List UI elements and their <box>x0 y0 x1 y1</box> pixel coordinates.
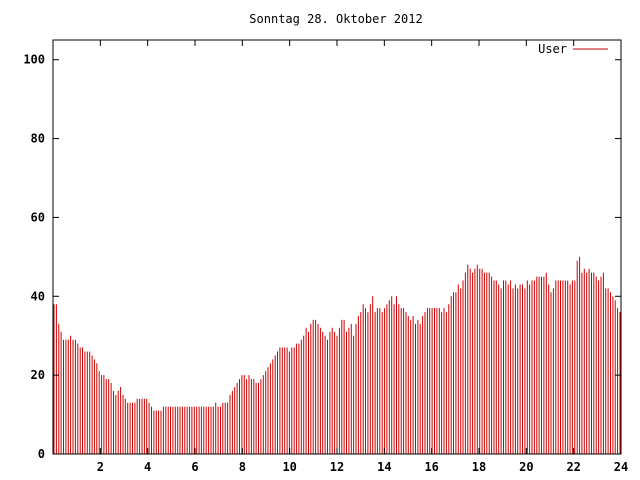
x-tick-label: 6 <box>191 460 198 474</box>
x-tick-label: 24 <box>614 460 628 474</box>
chart-title: Sonntag 28. Oktober 2012 <box>249 12 422 26</box>
legend-label: User <box>538 42 567 56</box>
legend: User <box>538 42 608 56</box>
x-tick-label: 2 <box>97 460 104 474</box>
y-tick-label: 0 <box>38 447 45 461</box>
y-tick-label: 60 <box>31 210 45 224</box>
y-tick-label: 80 <box>31 132 45 146</box>
x-tick-label: 18 <box>472 460 486 474</box>
x-tick-label: 8 <box>239 460 246 474</box>
x-tick-label: 22 <box>566 460 580 474</box>
x-tick-label: 20 <box>519 460 533 474</box>
y-tick-label: 20 <box>31 368 45 382</box>
x-tick-label: 14 <box>377 460 391 474</box>
x-tick-label: 4 <box>144 460 151 474</box>
x-tick-label: 10 <box>282 460 296 474</box>
x-tick-label: 16 <box>424 460 438 474</box>
y-tick-label: 100 <box>23 53 45 67</box>
y-tick-label: 40 <box>31 289 45 303</box>
x-tick-label: 12 <box>330 460 344 474</box>
